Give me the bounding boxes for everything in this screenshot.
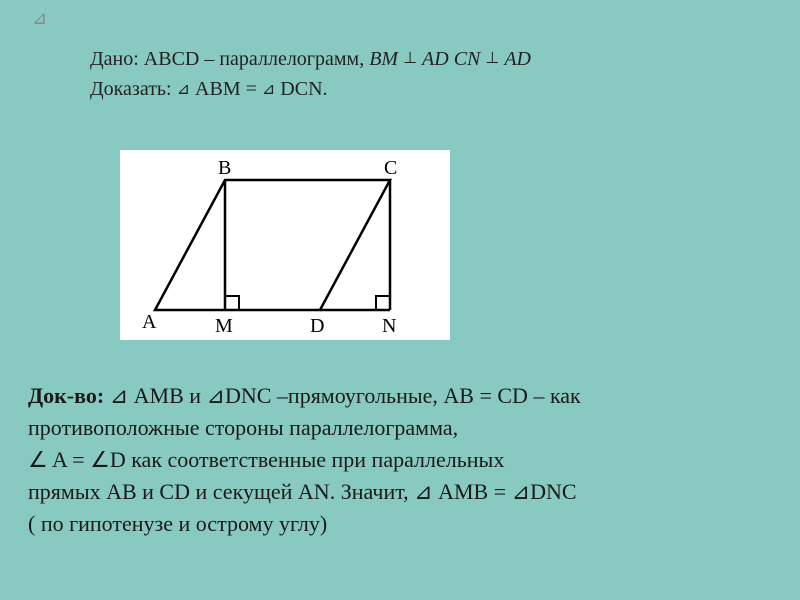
proof-label: Док-во: bbox=[28, 383, 104, 408]
triangle-icon: ⊿ bbox=[177, 81, 190, 98]
dcn: DCN. bbox=[280, 78, 327, 100]
proof-line-2: противоположные стороны параллелограмма, bbox=[28, 412, 768, 444]
label-c: C bbox=[384, 157, 397, 179]
ad-2: AD bbox=[504, 48, 531, 70]
proof-line-3: ∠ A = ∠D как соответственные при паралле… bbox=[28, 444, 768, 476]
proof-block: Док-во: ⊿ AMB и ⊿DNC –прямоугольные, AB … bbox=[28, 380, 768, 539]
label-b: B bbox=[218, 157, 231, 179]
abm-eq: ABM = bbox=[195, 78, 262, 100]
label-m: M bbox=[215, 315, 233, 337]
prove-prefix: Доказать: bbox=[90, 78, 177, 100]
proof-line-5: ( по гипотенузе и острому углу) bbox=[28, 508, 768, 540]
proof-text-1: ⊿ AMB и ⊿DNC –прямоугольные, AB = CD – к… bbox=[110, 383, 581, 408]
label-n: N bbox=[382, 315, 396, 337]
given-line-2: Доказать: ⊿ ABM = ⊿ DCN. bbox=[90, 74, 531, 104]
corner-triangle-glyph: ⊿ bbox=[32, 8, 47, 29]
bm: BM bbox=[369, 48, 398, 70]
perp-icon: ⊥ bbox=[403, 50, 417, 67]
label-a: A bbox=[142, 311, 157, 333]
cn: CN bbox=[454, 48, 481, 70]
ad-1: AD bbox=[422, 48, 449, 70]
given-line-1: Дано: ABCD – параллелограмм, BM ⊥ AD CN … bbox=[90, 44, 531, 74]
right-angle-m bbox=[225, 296, 239, 310]
perp-icon: ⊥ bbox=[485, 50, 499, 67]
label-d: D bbox=[310, 315, 324, 337]
right-angle-n bbox=[376, 296, 390, 310]
given-prefix: Дано: ABCD – параллелограмм, bbox=[90, 48, 369, 70]
triangle-icon: ⊿ bbox=[262, 81, 275, 98]
geometry-figure: A B C D M N bbox=[120, 150, 450, 340]
parallelogram-abcd bbox=[155, 180, 390, 310]
proof-line-1: Док-во: ⊿ AMB и ⊿DNC –прямоугольные, AB … bbox=[28, 380, 768, 412]
proof-line-4: прямых AB и CD и секущей AN. Значит, ⊿ A… bbox=[28, 476, 768, 508]
figure-svg: A B C D M N bbox=[120, 150, 450, 340]
given-block: Дано: ABCD – параллелограмм, BM ⊥ AD CN … bbox=[90, 44, 531, 104]
